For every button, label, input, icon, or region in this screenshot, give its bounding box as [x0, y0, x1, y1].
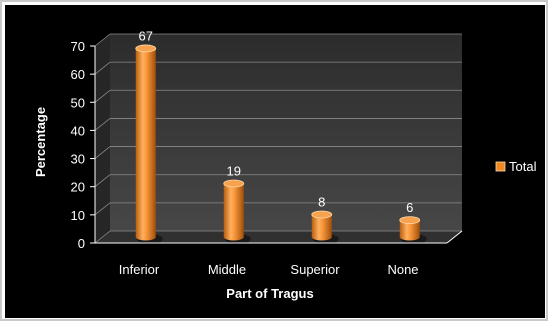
y-tick-label: 30: [71, 152, 85, 167]
bar-top: [135, 44, 157, 53]
x-axis-depth: [446, 230, 463, 244]
legend-label-total: Total: [509, 159, 537, 174]
floor: [95, 231, 462, 243]
bar-body: [135, 48, 156, 241]
x-tick-label: None: [387, 262, 418, 277]
gridline-side: [94, 146, 111, 159]
gridlines: [94, 33, 462, 244]
chart-svg: 0 10 20 30 40 50 60 70 67 19 8 6 Inferior Middle Sup…: [33, 28, 537, 301]
y-tick-label: 0: [78, 236, 85, 251]
gridline-side: [94, 61, 111, 75]
y-axis-label: Percentage: [33, 107, 48, 177]
x-tick-label: Superior: [290, 262, 340, 277]
gridline-side: [94, 174, 111, 188]
x-axis-ticks: Inferior Middle Superior None: [95, 230, 463, 277]
gridline-side: [94, 33, 111, 47]
bar-top: [399, 216, 421, 225]
x-axis-label: Part of Tragus: [226, 286, 313, 301]
chart-area: 0 10 20 30 40 50 60 70 67 19 8 6 Inferior Middle Sup…: [5, 5, 545, 318]
x-tick-label: Inferior: [119, 262, 160, 277]
plot-walls: [95, 34, 462, 243]
data-label: 19: [227, 164, 241, 179]
legend-swatch: [495, 161, 506, 172]
y-tick-label: 70: [71, 39, 85, 54]
x-tick-label: Middle: [208, 262, 246, 277]
gridline-side: [94, 118, 111, 131]
y-tick-label: 10: [71, 208, 85, 223]
bars: 67 19 8 6: [135, 28, 427, 244]
side-wall: [95, 34, 110, 243]
bar: [311, 210, 339, 244]
y-axis-ticks: 0 10 20 30 40 50 60 70: [71, 39, 96, 251]
gridline-side: [94, 89, 111, 103]
bar: [399, 216, 427, 244]
data-label: 67: [139, 28, 153, 43]
y-tick-label: 40: [71, 123, 85, 138]
legend: Total: [495, 159, 537, 174]
y-tick-label: 60: [71, 67, 85, 82]
bar: [135, 44, 163, 244]
bar-top: [223, 179, 245, 188]
gridline-side: [94, 230, 111, 244]
back-wall: [110, 34, 462, 231]
bar-top: [311, 210, 333, 219]
data-label: 8: [318, 194, 325, 209]
data-label: 6: [406, 200, 413, 215]
bar: [223, 179, 251, 244]
bar-body: [311, 214, 332, 241]
bar-body: [223, 183, 244, 241]
y-tick-label: 20: [71, 180, 85, 195]
gridline-side: [94, 202, 111, 216]
bar-body: [399, 220, 420, 241]
y-tick-label: 50: [71, 95, 85, 110]
